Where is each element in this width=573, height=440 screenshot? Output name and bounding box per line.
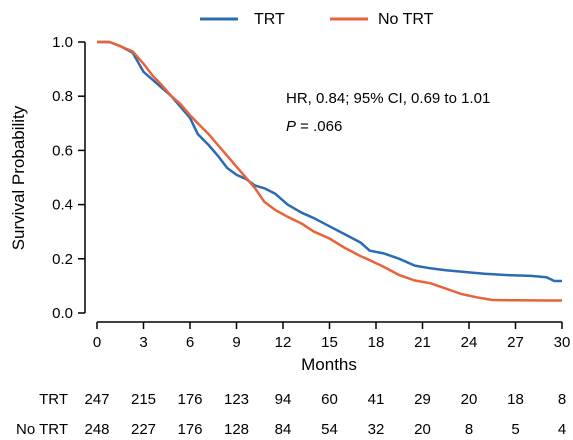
legend-label-trt: TRT [254, 11, 285, 28]
risk-cell-trt: 215 [131, 391, 156, 408]
risk-cell-trt: 41 [368, 391, 385, 408]
risk-cell-trt: 247 [84, 391, 109, 408]
x-tick-label: 6 [186, 334, 194, 351]
series-line-trt [97, 40, 562, 283]
risk-cell-trt: 60 [321, 391, 338, 408]
x-tick-labels: 0 3 6 9 12 15 18 21 24 27 30 [93, 334, 571, 351]
risk-cell-trt: 8 [558, 391, 566, 408]
y-axis-title: Survival Probability [9, 105, 28, 250]
y-tick-label: 0.4 [52, 197, 73, 214]
risk-cell-no-trt: 4 [558, 421, 566, 438]
y-tick-label: 0.6 [52, 142, 73, 159]
x-tick-label: 12 [275, 334, 292, 351]
y-tick-label: 0.0 [52, 305, 73, 322]
annotation-hr: HR, 0.84; 95% CI, 0.69 to 1.01 [286, 90, 490, 107]
y-tick-labels: 0.0 0.2 0.4 0.6 0.8 1.0 [52, 34, 73, 322]
annotation: HR, 0.84; 95% CI, 0.69 to 1.01 P = .066 [286, 90, 490, 135]
risk-cell-no-trt: 248 [84, 421, 109, 438]
risk-cell-no-trt: 32 [368, 421, 385, 438]
risk-cell-no-trt: 20 [414, 421, 431, 438]
x-tick-label: 15 [321, 334, 338, 351]
risk-row-label-trt: TRT [39, 391, 68, 408]
x-axis [96, 321, 563, 329]
x-tick-label: 21 [414, 334, 431, 351]
y-tick-label: 1.0 [52, 34, 73, 51]
x-tick-label: 0 [93, 334, 101, 351]
annotation-p-label: P [286, 118, 296, 135]
risk-cell-trt: 29 [414, 391, 431, 408]
series-lines [97, 40, 562, 302]
y-tick-label: 0.2 [52, 251, 73, 268]
annotation-p-value: = .066 [296, 118, 342, 135]
x-tick-label: 9 [232, 334, 240, 351]
annotation-p: P = .066 [286, 118, 342, 135]
series-line-no-trt [97, 40, 562, 302]
risk-cell-no-trt: 128 [224, 421, 249, 438]
x-tick-label: 18 [368, 334, 385, 351]
legend: TRT No TRT [200, 11, 434, 28]
risk-cell-no-trt: 176 [177, 421, 202, 438]
risk-cell-trt: 94 [275, 391, 292, 408]
risk-cell-no-trt: 8 [465, 421, 473, 438]
x-tick-label: 24 [461, 334, 478, 351]
risk-cell-trt: 123 [224, 391, 249, 408]
y-axis [78, 41, 86, 314]
risk-cell-no-trt: 54 [321, 421, 338, 438]
risk-cell-trt: 176 [177, 391, 202, 408]
risk-cell-no-trt: 84 [275, 421, 292, 438]
x-tick-label: 3 [139, 334, 147, 351]
risk-table: TRT 247 215 176 123 94 60 41 29 20 18 8 No TRT 248 227… [16, 391, 566, 438]
risk-cell-trt: 18 [507, 391, 524, 408]
risk-cell-no-trt: 5 [511, 421, 519, 438]
x-axis-title: Months [301, 355, 357, 374]
risk-row-label-no-trt: No TRT [16, 421, 68, 438]
risk-cell-trt: 20 [461, 391, 478, 408]
risk-cell-no-trt: 227 [131, 421, 156, 438]
y-tick-label: 0.8 [52, 88, 73, 105]
x-tick-label: 27 [507, 334, 524, 351]
x-tick-label: 30 [554, 334, 571, 351]
legend-label-no-trt: No TRT [378, 11, 434, 28]
